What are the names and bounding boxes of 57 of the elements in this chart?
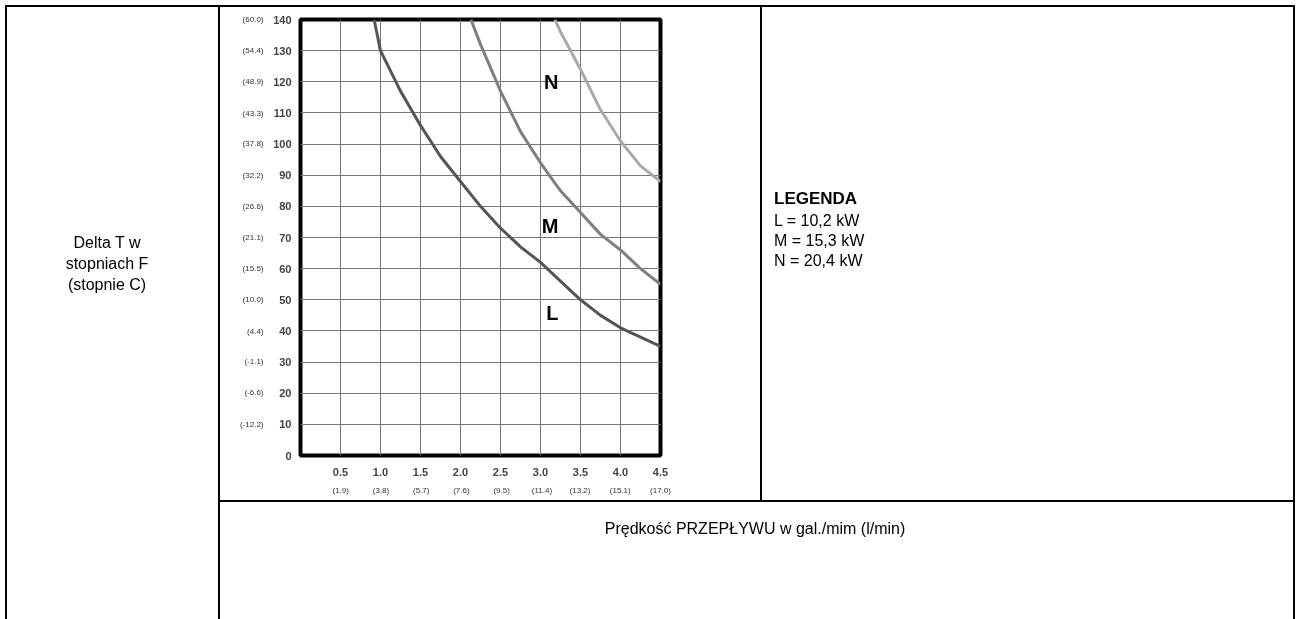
y2-tick-label: (54.4) [242, 46, 264, 56]
series-label: N [544, 71, 559, 94]
y-tick-label: 40 [279, 324, 292, 337]
x-tick-label: 3.5 [572, 465, 589, 478]
x-tick-label: 2.5 [492, 465, 509, 478]
series-label: M [541, 214, 559, 237]
x-tick-label: 4.5 [652, 465, 669, 478]
y-tick-label: 110 [273, 106, 292, 119]
y2-tick-label: (-12.2) [239, 419, 264, 429]
x2-tick-label: (11.4) [531, 485, 553, 495]
y-tick-label: 60 [279, 262, 292, 275]
y2-tick-label: (60.0) [242, 15, 264, 24]
x2-tick-label: (15.1) [609, 485, 632, 495]
x2-tick-label: (3.8) [372, 485, 390, 495]
legend-title: LEGENDA [774, 188, 859, 210]
x2-tick-label: (9.5) [493, 485, 511, 495]
y2-tick-label: (4.4) [247, 326, 264, 336]
x-tick-label: 4.0 [612, 465, 629, 478]
y-tick-label: 50 [279, 293, 292, 306]
x2-tick-label: (17.0) [650, 485, 672, 495]
x2-tick-label: (1.9) [332, 485, 350, 495]
y-tick-label: 80 [279, 200, 292, 213]
x-tick-label: 1.0 [372, 465, 389, 478]
x-axis-title: Prędkość PRZEPŁYWU w gal./mim (l/min) [603, 519, 907, 539]
x2-tick-label: (13.2) [569, 485, 591, 495]
y2-tick-label: (-1.1) [244, 357, 264, 367]
y2-tick-label: (10.0) [242, 295, 264, 305]
text: N = 20,4 kW [774, 251, 864, 272]
y2-tick-label: (15.5) [242, 264, 264, 274]
text: M = 15,3 kW [774, 231, 865, 252]
y-tick-label: 20 [279, 387, 292, 400]
text: L = 10,2 kW [774, 211, 861, 232]
x-tick-label: 3.0 [532, 465, 549, 478]
y-tick-label: 140 [273, 13, 292, 26]
y-tick-label: 90 [279, 169, 292, 182]
series-label: L [546, 301, 559, 324]
line-series [372, 19, 661, 348]
text: Delta T w stopniach F (stopnie C) [64, 233, 150, 295]
y2-tick-label: (26.6) [242, 202, 264, 212]
x-tick-label: 2.0 [452, 465, 469, 478]
y2-tick-label: (-6.6) [244, 388, 264, 398]
y2-tick-label: (43.3) [242, 108, 264, 118]
y2-tick-label: (21.1) [242, 233, 264, 242]
x-tick-label: 1.5 [412, 465, 429, 478]
y2-tick-label: (48.9) [242, 77, 264, 87]
x2-tick-label: (5.7) [412, 485, 430, 495]
y-tick-label: 0 [285, 449, 292, 462]
y2-tick-label: (32.2) [242, 170, 264, 180]
y-tick-label: 70 [279, 231, 292, 244]
y-tick-label: 130 [273, 44, 292, 57]
y-tick-label: 30 [279, 356, 292, 369]
x-tick-label: 0.5 [332, 465, 349, 478]
x2-tick-label: (7.6) [453, 485, 470, 495]
y-tick-label: 10 [279, 418, 292, 431]
y2-tick-label: (37.8) [242, 139, 264, 149]
y-tick-label: 100 [273, 138, 292, 151]
y-tick-label: 120 [273, 75, 292, 88]
